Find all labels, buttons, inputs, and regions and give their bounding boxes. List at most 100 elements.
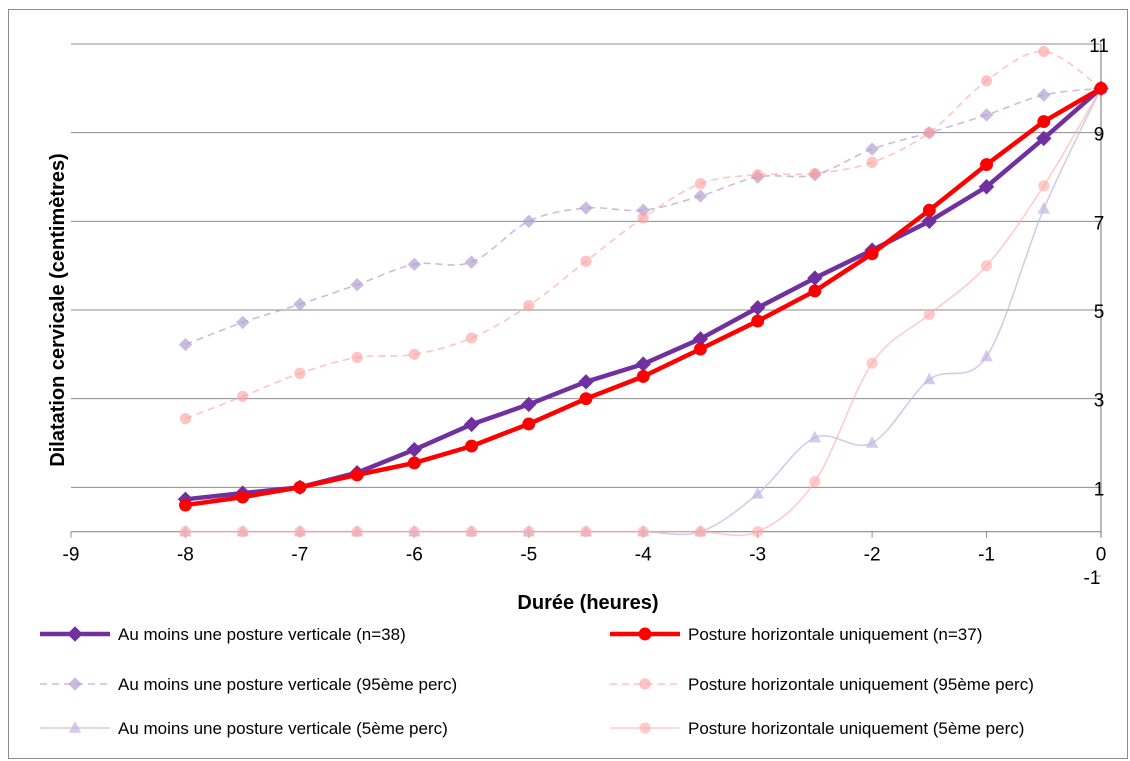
data-point bbox=[351, 351, 363, 364]
data-point bbox=[694, 526, 707, 538]
data-point bbox=[522, 417, 536, 431]
legend: Au moins une posture verticale (n=38) Pos… bbox=[40, 625, 1034, 738]
y-tick-label: 7 bbox=[1094, 213, 1105, 234]
data-point bbox=[350, 468, 364, 482]
chart-area bbox=[8, 9, 1128, 759]
data-point bbox=[637, 526, 649, 538]
data-point bbox=[408, 348, 420, 360]
data-point bbox=[637, 212, 649, 224]
x-axis-title: Durée (heures) bbox=[517, 592, 658, 614]
legend-label: Au moins une posture verticale (95ème pe… bbox=[118, 675, 457, 694]
legend-item: Posture horizontale uniquement (5ème per… bbox=[610, 719, 1024, 738]
x-tick-label: -8 bbox=[177, 545, 194, 566]
data-point bbox=[465, 526, 478, 538]
legend-marker bbox=[639, 678, 651, 690]
data-point bbox=[293, 480, 307, 494]
series-1 bbox=[177, 80, 1109, 508]
data-point bbox=[293, 297, 307, 311]
x-tick-label: -9 bbox=[63, 545, 80, 566]
legend-marker bbox=[68, 677, 82, 691]
data-point bbox=[752, 169, 764, 181]
legend-marker bbox=[68, 720, 82, 733]
x-tick-label: -3 bbox=[749, 545, 766, 566]
data-point bbox=[179, 413, 192, 425]
data-point bbox=[463, 416, 480, 433]
data-point bbox=[1038, 45, 1050, 58]
data-point bbox=[693, 189, 708, 203]
data-point bbox=[1037, 88, 1051, 102]
data-point bbox=[635, 356, 651, 372]
series-4 bbox=[179, 45, 1107, 425]
data-point bbox=[178, 337, 193, 352]
data-point bbox=[866, 357, 878, 369]
legend-marker bbox=[638, 627, 652, 641]
legend-label: Au moins une posture verticale (n=38) bbox=[118, 625, 406, 644]
data-point bbox=[636, 370, 650, 383]
x-tick-label: 0 bbox=[1096, 545, 1107, 566]
series-line bbox=[185, 87, 1102, 537]
legend-label: Au moins une posture verticale (5ème per… bbox=[118, 719, 448, 738]
data-point bbox=[980, 75, 993, 87]
data-point bbox=[235, 315, 250, 330]
data-point bbox=[465, 332, 478, 344]
legend-item: Posture horizontale uniquement (95ème pe… bbox=[610, 675, 1034, 694]
plot-area bbox=[177, 45, 1109, 538]
x-tick-label: -6 bbox=[406, 545, 423, 566]
data-point bbox=[923, 372, 936, 385]
x-tick-label: -1 bbox=[978, 545, 995, 566]
data-point bbox=[579, 392, 593, 406]
data-point bbox=[408, 526, 420, 538]
data-point bbox=[923, 308, 935, 321]
data-point bbox=[237, 526, 249, 538]
series-2 bbox=[178, 81, 1108, 512]
data-point bbox=[921, 213, 938, 230]
x-tick-label: -7 bbox=[291, 545, 308, 566]
y-tick-label: 9 bbox=[1094, 125, 1105, 146]
data-point bbox=[866, 156, 878, 168]
data-point bbox=[980, 349, 993, 362]
legend-label: Posture horizontale uniquement (n=37) bbox=[688, 625, 982, 644]
data-point bbox=[406, 441, 423, 458]
data-point bbox=[1037, 115, 1051, 129]
data-point bbox=[1094, 81, 1108, 95]
data-point bbox=[693, 342, 707, 356]
data-point bbox=[1038, 180, 1050, 192]
data-point bbox=[294, 526, 306, 538]
y-tick-label: 3 bbox=[1094, 391, 1105, 412]
data-point bbox=[294, 367, 306, 379]
data-point bbox=[808, 430, 822, 443]
data-point bbox=[407, 257, 422, 272]
data-point bbox=[808, 284, 822, 298]
data-point bbox=[522, 214, 536, 229]
data-point bbox=[979, 108, 994, 122]
data-point bbox=[865, 142, 879, 156]
series-line bbox=[185, 86, 1103, 502]
data-point bbox=[407, 456, 421, 470]
data-point bbox=[751, 314, 765, 328]
series-line bbox=[185, 87, 1102, 536]
data-point bbox=[809, 167, 821, 180]
x-tick-label: -5 bbox=[520, 545, 537, 566]
y-tick-label: 1 bbox=[1094, 479, 1105, 500]
legend-item: Au moins une posture verticale (n=38) bbox=[40, 625, 406, 644]
data-point bbox=[579, 201, 593, 215]
data-point bbox=[580, 255, 592, 267]
data-point bbox=[694, 178, 707, 190]
legend-marker bbox=[67, 626, 83, 642]
legend-label: Posture horizontale uniquement (95ème pe… bbox=[688, 675, 1034, 694]
legend-item: Posture horizontale uniquement (n=37) bbox=[610, 625, 982, 644]
data-point bbox=[578, 374, 594, 390]
data-point bbox=[751, 486, 764, 499]
data-point bbox=[351, 526, 363, 538]
data-point bbox=[1036, 130, 1052, 147]
data-point bbox=[980, 260, 993, 272]
data-point bbox=[809, 475, 821, 488]
legend-label: Posture horizontale uniquement (5ème per… bbox=[688, 719, 1024, 738]
legend-item: Au moins une posture verticale (5ème per… bbox=[40, 719, 448, 738]
legend-item: Au moins une posture verticale (95ème pe… bbox=[40, 675, 457, 694]
data-point bbox=[865, 435, 879, 448]
data-point bbox=[236, 490, 250, 504]
y-tick-label: 11 bbox=[1089, 36, 1109, 57]
